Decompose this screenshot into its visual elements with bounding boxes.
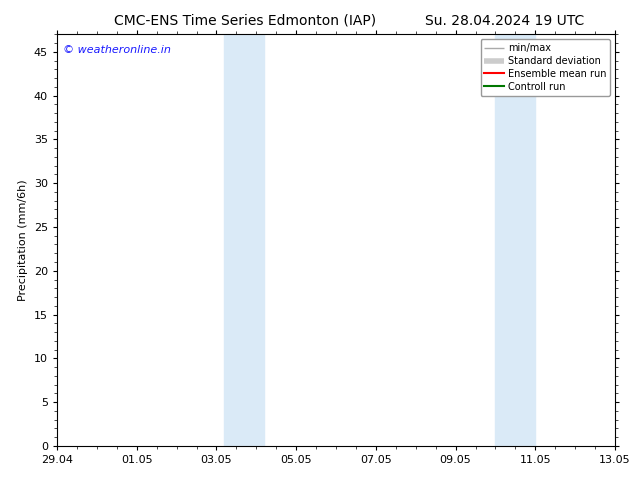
Text: CMC-ENS Time Series Edmonton (IAP): CMC-ENS Time Series Edmonton (IAP): [114, 14, 376, 28]
Text: © weatheronline.in: © weatheronline.in: [63, 45, 171, 54]
Legend: min/max, Standard deviation, Ensemble mean run, Controll run: min/max, Standard deviation, Ensemble me…: [481, 39, 610, 96]
Bar: [224, 34, 264, 446]
Bar: [495, 34, 535, 446]
Y-axis label: Precipitation (mm/6h): Precipitation (mm/6h): [18, 179, 29, 301]
Text: Su. 28.04.2024 19 UTC: Su. 28.04.2024 19 UTC: [425, 14, 584, 28]
